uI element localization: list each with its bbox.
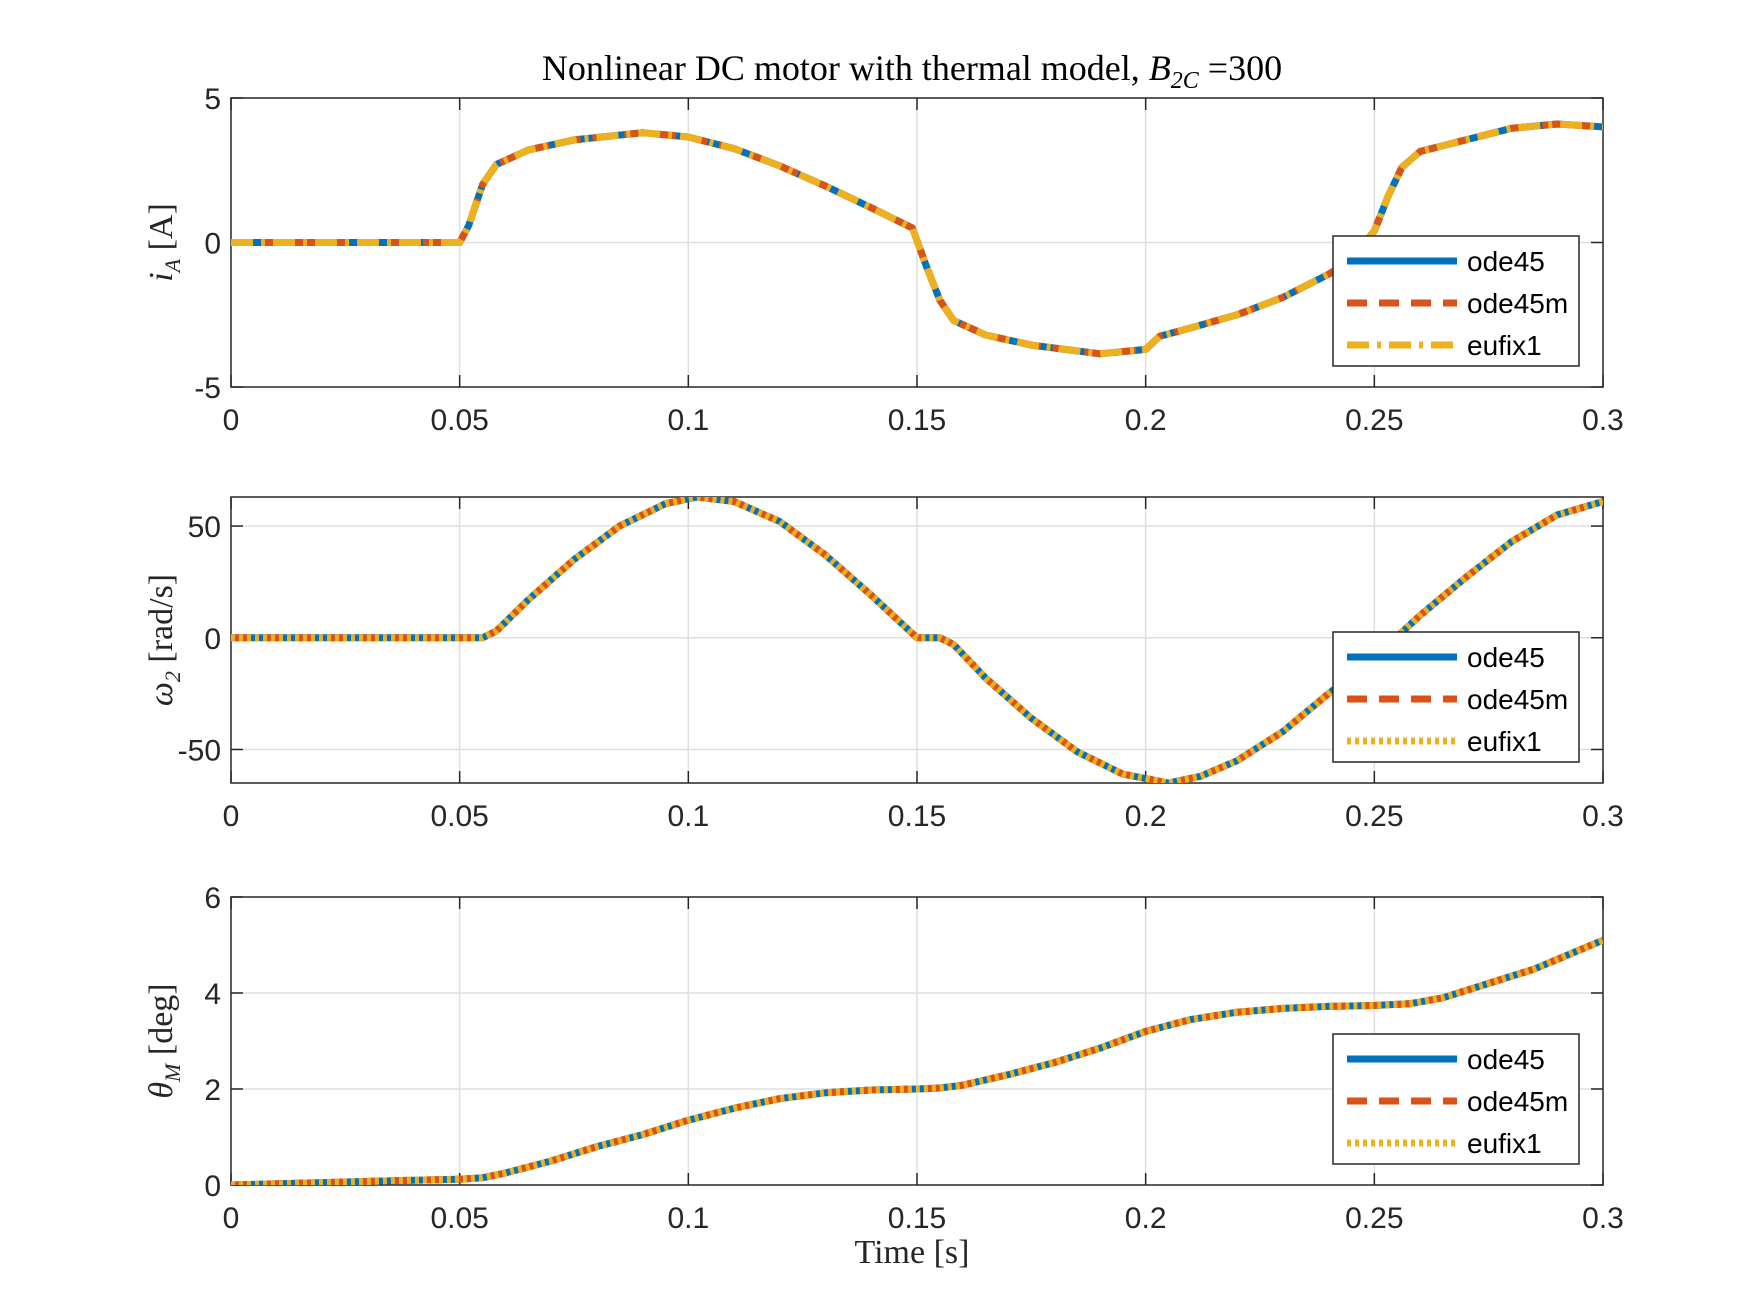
legend: ode45 ode45m eufix1 [1332, 1033, 1580, 1165]
legend-label-eufix1: eufix1 [1467, 330, 1542, 361]
legend-label-ode45m: ode45m [1467, 684, 1568, 715]
y-axis-label-current: iA [A] [143, 203, 185, 282]
y-tick-label: 50 [188, 511, 221, 544]
x-tick-label: 0.2 [1125, 404, 1167, 437]
title-var: B [1149, 48, 1171, 88]
title-main: Nonlinear DC motor with thermal model, [542, 48, 1149, 88]
x-tick-label: 0.1 [667, 1202, 709, 1235]
legend-label-eufix1: eufix1 [1467, 1128, 1542, 1159]
x-axis-label: Time [s] [855, 1234, 970, 1271]
legend: ode45 ode45m eufix1 [1332, 631, 1580, 763]
y-label-sub: A [160, 258, 185, 274]
x-tick-label: 0.15 [888, 800, 946, 833]
x-tick-label: 0.2 [1125, 1202, 1167, 1235]
legend-label-ode45: ode45 [1467, 642, 1545, 673]
y-label-sub: 2 [160, 671, 185, 682]
x-tick-label: 0.3 [1582, 1202, 1624, 1235]
y-tick-label: -50 [178, 734, 221, 767]
x-tick-label: 0 [223, 404, 240, 437]
y-label-symbol: θ [143, 1082, 180, 1099]
x-tick-label: 0.05 [430, 1202, 488, 1235]
title-var-sub: 2C [1171, 68, 1200, 94]
legend-label-ode45m: ode45m [1467, 1086, 1568, 1117]
y-tick-label: 0 [204, 1170, 221, 1203]
x-tick-label: 0.15 [888, 404, 946, 437]
x-tick-label: 0 [223, 1202, 240, 1235]
y-tick-label: 5 [204, 83, 221, 116]
series-line-eufix1 [231, 936, 1603, 1185]
x-tick-label: 0 [223, 800, 240, 833]
y-tick-label: 4 [204, 978, 221, 1011]
y-tick-label: 0 [204, 623, 221, 656]
y-tick-label: 2 [204, 1074, 221, 1107]
title-value: =300 [1199, 48, 1282, 88]
y-axis-label-angle: θM [deg] [143, 983, 185, 1098]
y-label-unit: [A] [143, 203, 180, 259]
x-tick-label: 0.3 [1582, 800, 1624, 833]
x-tick-label: 0.2 [1125, 800, 1167, 833]
x-tick-label: 0.15 [888, 1202, 946, 1235]
figure-title: Nonlinear DC motor with thermal model, B… [542, 48, 1282, 94]
series-line-eufix1 [231, 120, 1603, 358]
y-label-symbol: ω [143, 682, 180, 706]
legend-label-ode45: ode45 [1467, 1044, 1545, 1075]
x-tick-label: 0.25 [1345, 1202, 1403, 1235]
y-label-unit: [deg] [143, 983, 180, 1063]
y-axis-label-speed: ω2 [rad/s] [143, 574, 185, 706]
y-tick-label: -5 [194, 372, 221, 405]
y-label-symbol: i [143, 272, 180, 281]
x-tick-label: 0.3 [1582, 404, 1624, 437]
legend: ode45 ode45m eufix1 [1332, 235, 1580, 367]
legend-label-ode45: ode45 [1467, 246, 1545, 277]
x-tick-label: 0.1 [667, 800, 709, 833]
y-label-unit: [rad/s] [143, 574, 180, 671]
x-tick-label: 0.25 [1345, 800, 1403, 833]
legend-label-ode45m: ode45m [1467, 288, 1568, 319]
y-label-sub: M [160, 1062, 185, 1083]
x-tick-label: 0.25 [1345, 404, 1403, 437]
x-tick-label: 0.05 [430, 404, 488, 437]
x-tick-label: 0.1 [667, 404, 709, 437]
y-tick-label: 6 [204, 882, 221, 915]
x-tick-label: 0.05 [430, 800, 488, 833]
legend-label-eufix1: eufix1 [1467, 726, 1542, 757]
y-tick-label: 0 [204, 228, 221, 261]
